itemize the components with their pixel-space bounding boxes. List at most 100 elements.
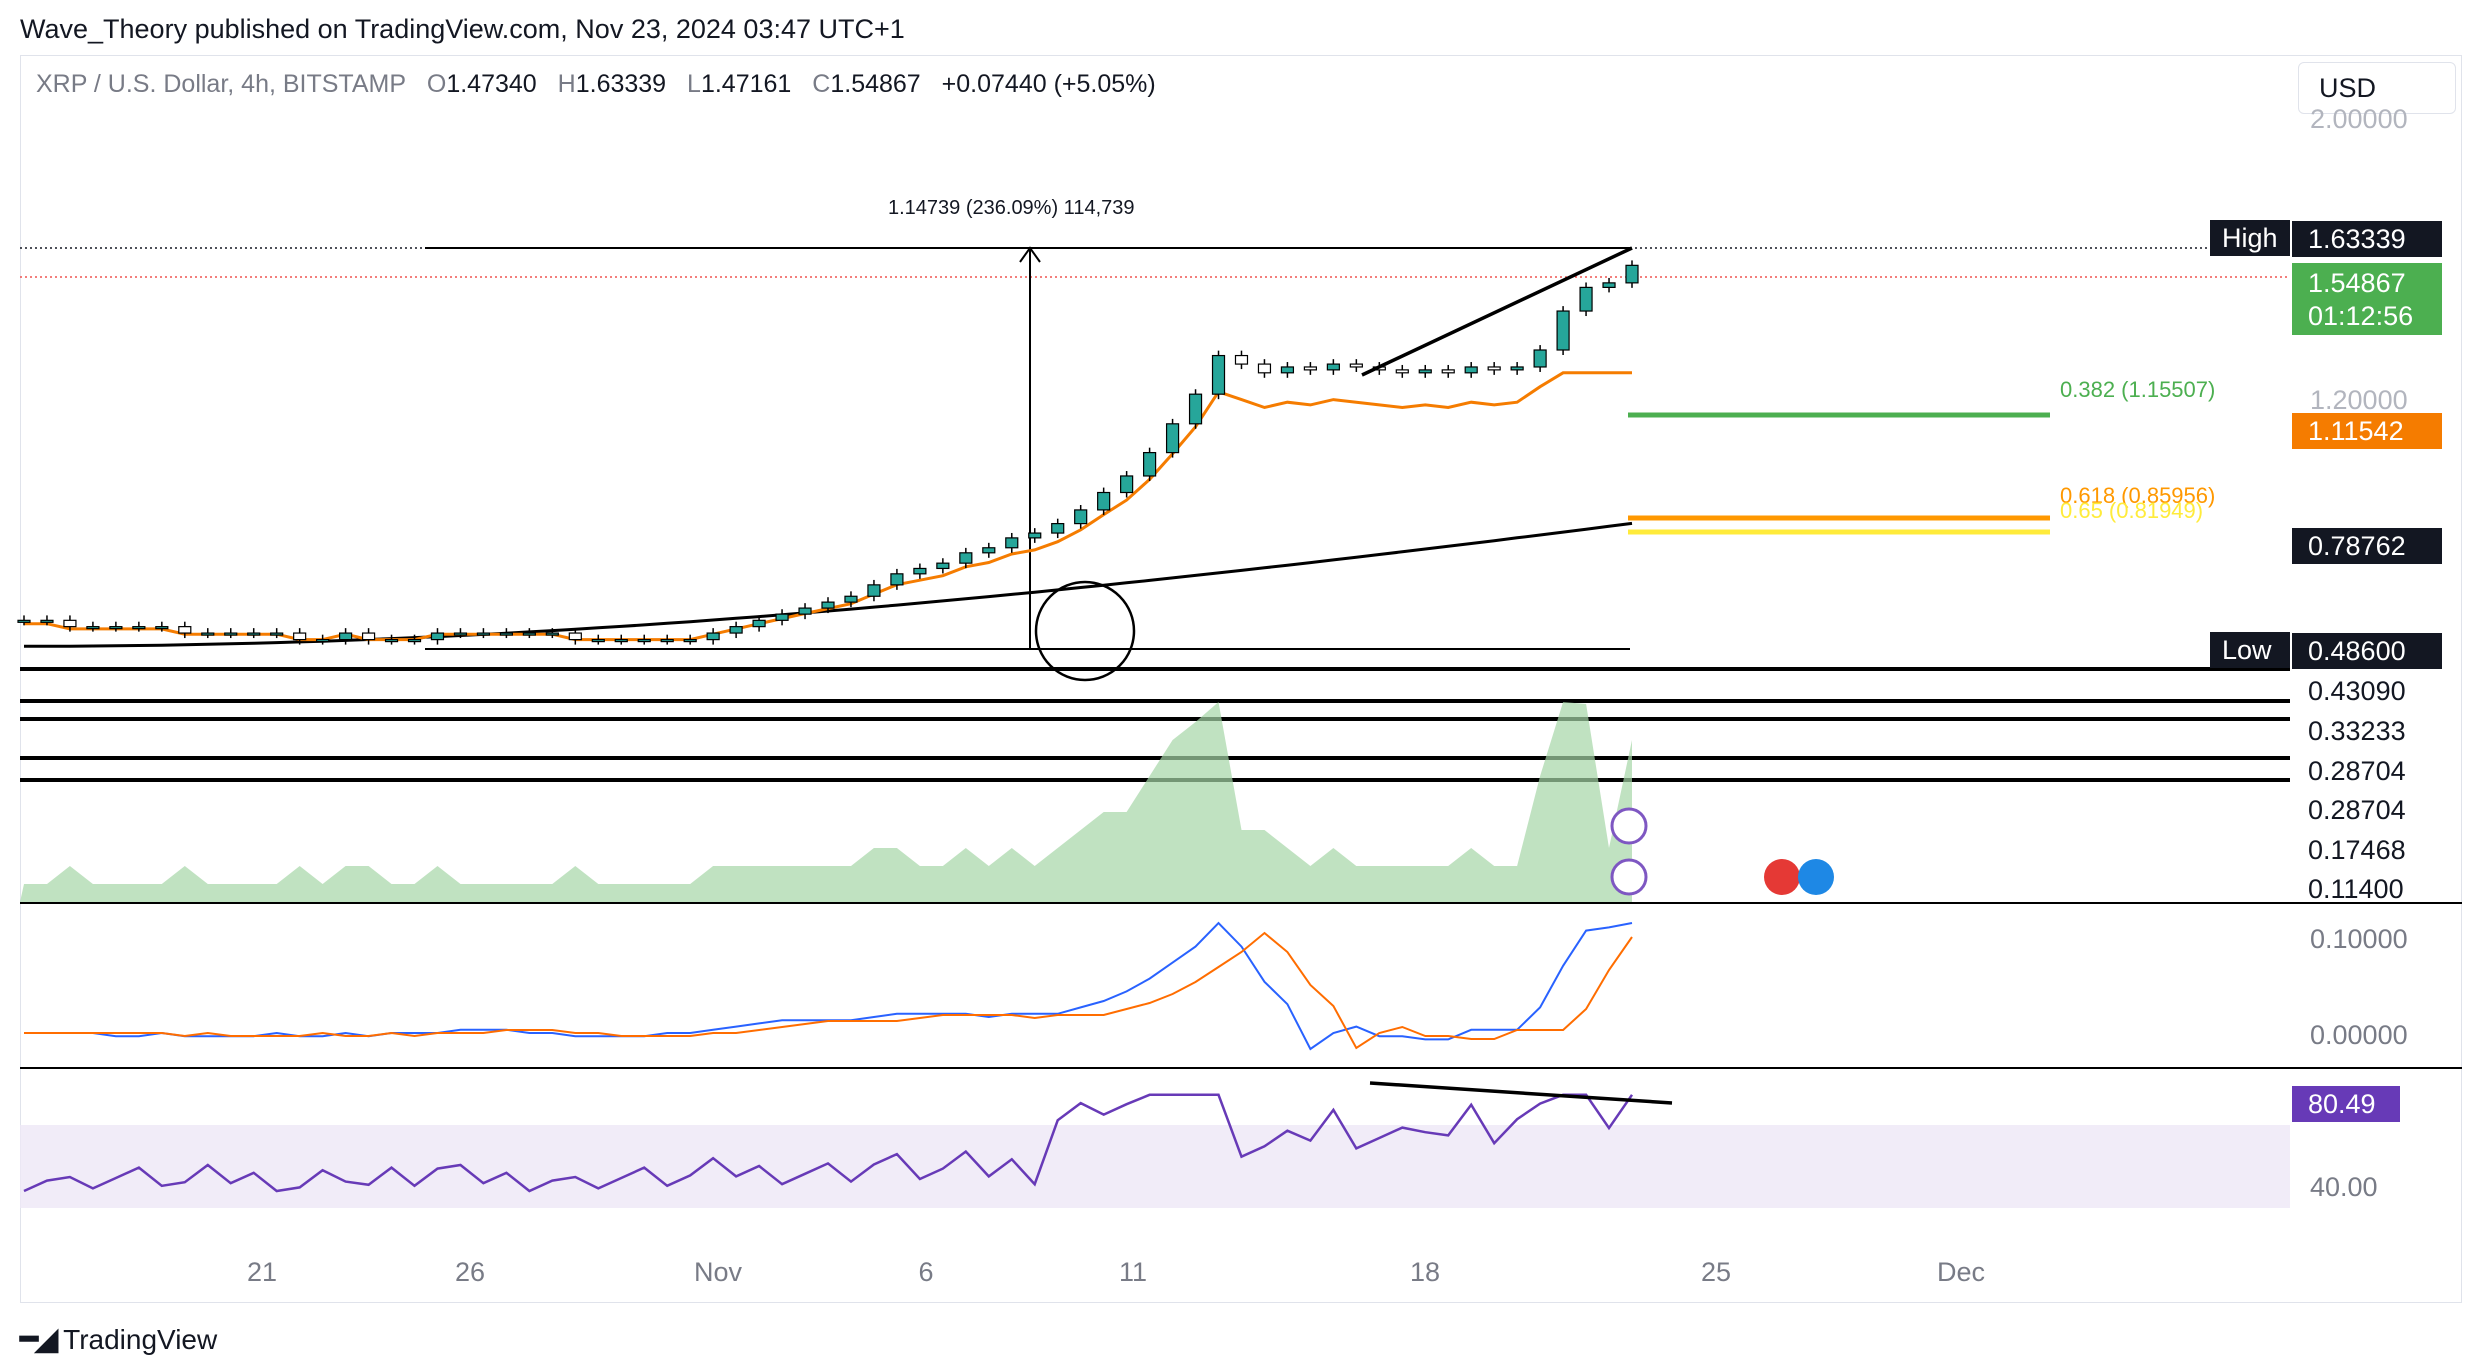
candle-body <box>1487 366 1501 371</box>
time-axis-label: 11 <box>1119 1257 1147 1287</box>
candle-body <box>132 626 146 630</box>
measure-label: 1.14739 (236.09%) 114,739 <box>888 197 1135 219</box>
currency-button[interactable]: USD <box>2298 62 2456 114</box>
chart-frame <box>20 55 2462 1303</box>
candle-body <box>1418 369 1432 374</box>
candle-body <box>63 619 77 628</box>
price-value: 0.11400 <box>2308 874 2404 904</box>
time-axis-label: Nov <box>694 1257 743 1287</box>
rsi-tick-label: 40.00 <box>2310 1172 2378 1202</box>
fib-level-label: 0.382 (1.15507) <box>2060 377 2215 402</box>
tradingview-logo[interactable]: ━◢ TradingView <box>20 1322 217 1357</box>
price-value-bg <box>2292 528 2442 564</box>
candle-body <box>706 632 720 641</box>
footer-brand: TradingView <box>63 1323 218 1355</box>
candle-body <box>430 632 445 641</box>
candle-body <box>339 632 353 641</box>
candle-body <box>1257 363 1272 374</box>
candle-body <box>545 632 559 636</box>
earnings-icon <box>1610 858 1648 896</box>
candle-body <box>798 607 812 615</box>
symbol-info-bar: XRP / U.S. Dollar, 4h, BITSTAMP O1.47340… <box>36 70 1170 99</box>
price-value: 1.63339 <box>2308 224 2406 254</box>
candle-body <box>568 632 582 641</box>
candle-body <box>614 639 628 643</box>
change-value: +0.07440 (+5.05%) <box>941 70 1156 98</box>
idea-icon <box>1610 807 1648 845</box>
candle-body <box>17 619 31 623</box>
candle-body <box>959 552 973 564</box>
candle-body <box>155 626 169 630</box>
us-flag-icon <box>1798 859 1834 895</box>
time-axis-label: Dec <box>1937 1257 1985 1287</box>
candle-body <box>1005 537 1019 549</box>
price-scale-label <box>2210 220 2442 257</box>
candle-body <box>384 639 399 643</box>
candle-body <box>476 632 491 636</box>
candle-body <box>775 613 789 621</box>
candle-body <box>109 626 123 630</box>
volume-area <box>20 702 1632 902</box>
rsi-line <box>23 1093 1634 1193</box>
breakout-circle <box>1034 580 1136 682</box>
candle-body <box>316 639 330 643</box>
price-scale-label <box>2292 413 2442 449</box>
us-flag-icon <box>1764 859 1800 895</box>
open-value: 1.47340 <box>446 70 537 98</box>
price-tick-label: 1.20000 <box>2310 385 2408 415</box>
candle-body <box>1188 393 1203 425</box>
candle-body <box>1556 310 1570 351</box>
candle-body <box>1280 366 1295 374</box>
close-key: C <box>812 70 831 98</box>
rsi-divergence-line <box>1369 1081 1673 1105</box>
candle-body <box>1028 532 1042 539</box>
candle-body <box>844 595 858 603</box>
candle-body <box>178 626 192 634</box>
price-value-bg <box>2292 221 2442 257</box>
price-value: 0.43090 <box>2308 676 2406 706</box>
candle-body <box>936 562 950 570</box>
candle-body <box>982 547 996 554</box>
fib-level-label: 0.618 (0.85956) <box>2060 483 2215 508</box>
price-value: 0.17468 <box>2308 835 2406 865</box>
bar-countdown: 01:12:56 <box>2308 301 2413 331</box>
candle-body <box>201 632 215 636</box>
high-value: 1.63339 <box>575 70 667 98</box>
candle-body <box>1533 349 1547 368</box>
rsi-value-label: 80.49 <box>2308 1089 2376 1119</box>
candle-body <box>1303 366 1318 371</box>
tv-logo-icon: ━◢ <box>20 1323 58 1356</box>
candle-body <box>1510 366 1524 371</box>
candle-body <box>890 573 904 586</box>
candle-body <box>86 626 100 630</box>
rsi-band <box>20 1125 2290 1208</box>
ema-value: 1.11542 <box>2308 416 2404 446</box>
time-axis-label: 18 <box>1410 1257 1440 1287</box>
candle-body <box>1625 264 1639 284</box>
candle-body <box>1120 475 1134 494</box>
candle-body <box>1441 369 1455 374</box>
price-value: 0.78762 <box>2308 531 2406 561</box>
candle-body <box>293 632 307 641</box>
candle-body <box>1074 509 1088 525</box>
candle-body <box>1165 423 1180 454</box>
rsi-value-bg <box>2292 1086 2400 1122</box>
candle-body <box>1326 363 1340 371</box>
macd-tick-label: 0.10000 <box>2310 924 2408 954</box>
close-value: 1.54867 <box>830 70 921 98</box>
candle-body <box>270 632 284 636</box>
candles-group <box>17 260 1639 645</box>
candle-body <box>683 639 697 643</box>
candle-body <box>821 601 835 609</box>
candle-body <box>867 584 881 597</box>
candle-body <box>660 639 674 643</box>
candle-body <box>1602 282 1616 288</box>
candle-body <box>1349 363 1363 368</box>
candle-body <box>1142 451 1157 477</box>
currency-label: USD <box>2319 72 2377 103</box>
symbol-name[interactable]: XRP / U.S. Dollar, 4h, BITSTAMP <box>36 70 407 98</box>
price-scale-label <box>2292 528 2442 564</box>
time-axis-label: 21 <box>247 1257 277 1287</box>
candle-body <box>1395 369 1409 374</box>
